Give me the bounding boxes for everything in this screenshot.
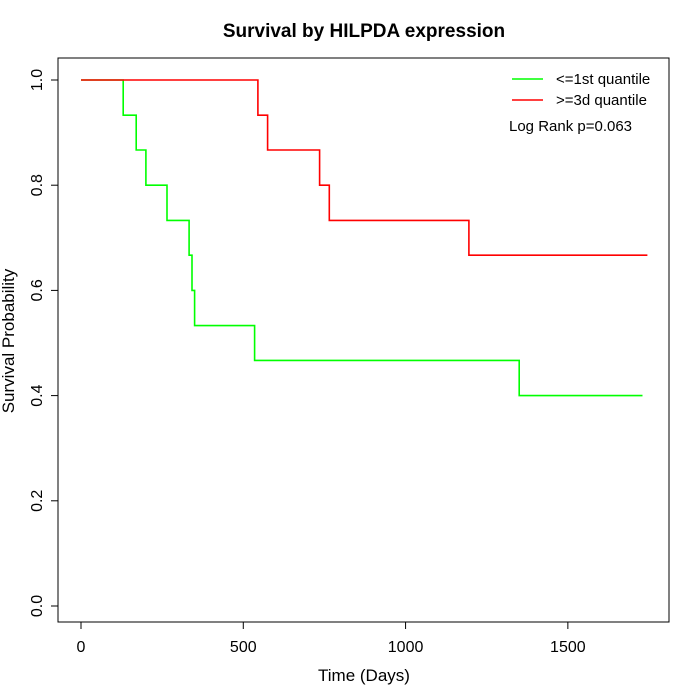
x-axis: 0 500 1000 1500 (77, 621, 586, 656)
plot-frame (57, 57, 670, 623)
chart-title: Survival by HILPDA expression (223, 21, 505, 42)
y-tick-label: 0.2 (29, 490, 46, 512)
x-tick-label: 0 (77, 639, 86, 656)
y-axis-label: Survival Probability (0, 268, 18, 413)
legend: <=1st quantile >=3d quantile (512, 71, 650, 109)
y-tick-label: 0.6 (29, 279, 46, 301)
x-tick-label: 1000 (388, 639, 424, 656)
log-rank-annotation: Log Rank p=0.063 (509, 118, 632, 135)
legend-label-0: <=1st quantile (556, 71, 650, 88)
y-tick-label: 1.0 (29, 69, 46, 91)
x-axis-label: Time (Days) (318, 666, 410, 685)
series-line-0 (81, 79, 643, 397)
x-tick-label: 500 (230, 639, 257, 656)
series-layer (81, 79, 648, 397)
y-tick-label: 0.0 (29, 595, 46, 617)
y-tick-label: 0.8 (29, 174, 46, 196)
series-line-1 (81, 79, 648, 256)
legend-label-1: >=3d quantile (556, 92, 647, 109)
x-tick-label: 1500 (550, 639, 586, 656)
y-axis: 0.0 0.2 0.4 0.6 0.8 1.0 (29, 69, 59, 617)
y-tick-label: 0.4 (29, 384, 46, 406)
